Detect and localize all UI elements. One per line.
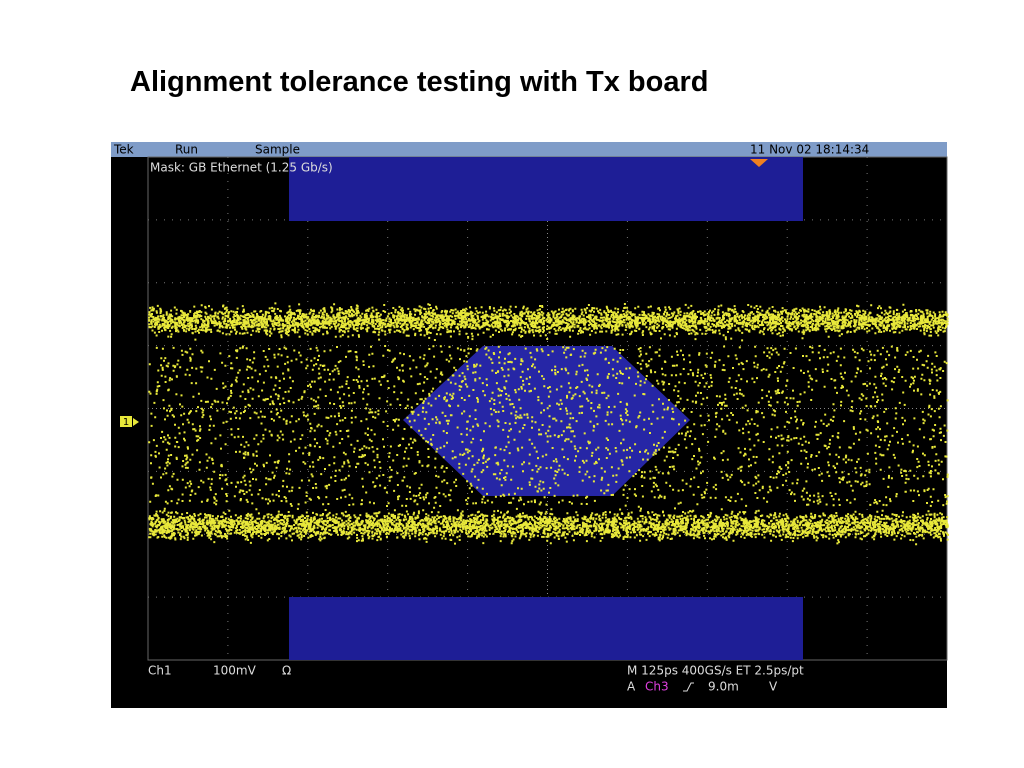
header-bar	[111, 142, 947, 157]
footer-trigger-source: Ch3	[645, 680, 669, 694]
header-acquisition: Sample	[255, 143, 300, 157]
footer-timebase: M 125ps 400GS/s ET 2.5ps/pt	[627, 664, 804, 678]
footer-scale: 100mV	[213, 664, 257, 678]
footer-trigger-level: 9.0m	[708, 680, 739, 694]
mask-bottom	[289, 597, 803, 660]
mask-top	[289, 157, 803, 221]
footer-trigger-unit: V	[769, 680, 778, 694]
footer-impedance: Ω	[282, 664, 291, 678]
trigger-position-marker	[750, 159, 768, 167]
trigger-slope-icon	[683, 682, 694, 692]
waveform-samples	[148, 302, 949, 546]
mask-label: Mask: GB Ethernet (1.25 Gb/s)	[150, 161, 333, 175]
header-timestamp: 11 Nov 02 18:14:34	[750, 143, 869, 157]
header-brand: Tek	[113, 143, 134, 157]
header-mode: Run	[175, 143, 198, 157]
channel-marker: 1	[123, 417, 129, 428]
mask-center	[403, 346, 690, 496]
slide-title: Alignment tolerance testing with Tx boar…	[130, 66, 709, 98]
channel-marker-arrow	[133, 418, 139, 426]
footer-channel: Ch1	[148, 664, 172, 678]
channel-marker-box	[120, 416, 132, 427]
footer-trigger-label: A	[627, 680, 636, 694]
